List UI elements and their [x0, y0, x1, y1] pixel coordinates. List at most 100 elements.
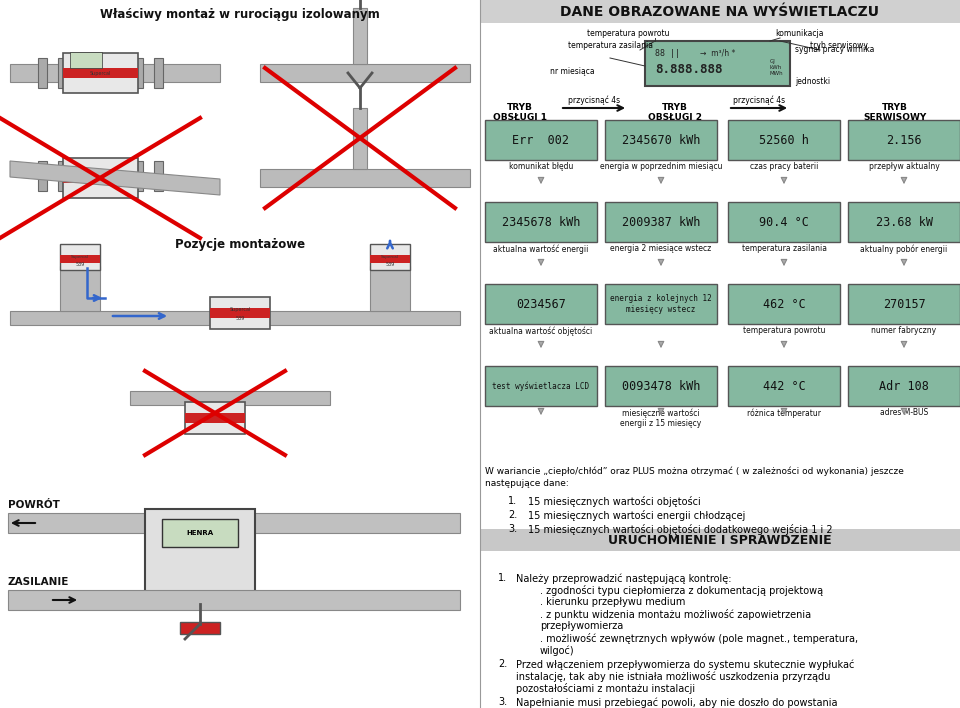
Bar	[485, 120, 597, 160]
Bar	[260, 64, 470, 82]
Bar	[8, 513, 460, 533]
Text: pozostałościami z montażu instalacji: pozostałościami z montażu instalacji	[516, 683, 695, 694]
Text: DANE OBRAZOWANE NA WYŚWIETLACZU: DANE OBRAZOWANE NA WYŚWIETLACZU	[561, 4, 879, 18]
Bar	[162, 519, 238, 547]
Bar	[154, 161, 162, 191]
Bar	[60, 244, 100, 270]
Text: wilgoć): wilgoć)	[540, 645, 575, 656]
Text: Należy przeprowadzić następującą kontrolę:: Należy przeprowadzić następującą kontrol…	[516, 573, 732, 583]
Bar	[10, 64, 220, 82]
Text: jednostki: jednostki	[795, 76, 830, 86]
Bar	[485, 202, 597, 242]
Bar	[60, 266, 100, 311]
Text: 15 miesięcznych wartości objętości: 15 miesięcznych wartości objętości	[528, 496, 701, 507]
Text: . z punktu widzenia montażu możliwość zapowietrzenia: . z punktu widzenia montażu możliwość za…	[540, 609, 811, 620]
Text: 23.68 kW: 23.68 kW	[876, 215, 932, 229]
Text: 539: 539	[385, 263, 395, 268]
Text: 2009387 kWh: 2009387 kWh	[622, 215, 700, 229]
Text: POWRÓT: POWRÓT	[8, 500, 60, 510]
Bar	[185, 413, 245, 423]
Text: Supercal: Supercal	[381, 255, 399, 259]
Bar	[605, 202, 717, 242]
Text: TRYB
SERWISOWY: TRYB SERWISOWY	[863, 103, 926, 122]
Bar	[485, 284, 597, 324]
Text: . zgodności typu ciepłomierza z dokumentacją projektową: . zgodności typu ciepłomierza z dokument…	[540, 585, 823, 596]
Text: miesięczne wartości
energii z 15 miesięcy: miesięczne wartości energii z 15 miesięc…	[620, 408, 702, 428]
Bar	[370, 255, 410, 263]
Bar	[370, 266, 410, 311]
Text: sygnał pracy wirnika: sygnał pracy wirnika	[795, 45, 875, 54]
Bar	[133, 58, 142, 88]
Bar	[62, 158, 137, 198]
Text: 2.156: 2.156	[886, 134, 922, 147]
Text: . możliwość zewnętrznych wpływów (pole magnet., temperatura,: . możliwość zewnętrznych wpływów (pole m…	[540, 633, 858, 644]
Text: 539: 539	[76, 263, 84, 268]
Text: temperatura powrotu: temperatura powrotu	[743, 326, 826, 335]
Bar	[848, 120, 960, 160]
Text: czas pracy baterii: czas pracy baterii	[750, 162, 818, 171]
Text: 15 miesięcznych wartości energii chłodzącej: 15 miesięcznych wartości energii chłodzą…	[528, 510, 745, 521]
Text: 15 miesięcznych wartości objętości dodatkowego wejścia 1 i 2: 15 miesięcznych wartości objętości dodat…	[528, 524, 832, 535]
Text: Przed włączeniem przepływomierza do systemu skutecznie wypłukać: Przed włączeniem przepływomierza do syst…	[516, 659, 854, 670]
Bar	[154, 58, 162, 88]
Bar	[133, 161, 142, 191]
Text: ZASILANIE: ZASILANIE	[8, 577, 69, 587]
Text: Właściwy montaż w rurociągu izolowanym: Właściwy montaż w rurociągu izolowanym	[100, 8, 380, 21]
Text: temperatura zasilania: temperatura zasilania	[567, 41, 653, 50]
Bar	[485, 366, 597, 406]
Bar	[605, 284, 717, 324]
Text: Err  002: Err 002	[513, 134, 569, 147]
Text: energia z kolejnych 12
miesięcy wstecz: energia z kolejnych 12 miesięcy wstecz	[611, 295, 712, 314]
Bar	[353, 108, 367, 169]
Bar	[848, 284, 960, 324]
Text: Supercal: Supercal	[71, 255, 89, 259]
Bar	[58, 58, 66, 88]
Bar	[260, 169, 470, 187]
Text: tryb serwisowy: tryb serwisowy	[810, 41, 868, 50]
Text: 2.: 2.	[508, 510, 517, 520]
Bar	[60, 255, 100, 263]
Text: instalację, tak aby nie istniała możliwość uszkodzenia przyrządu: instalację, tak aby nie istniała możliwo…	[516, 671, 830, 682]
Text: Adr 108: Adr 108	[879, 379, 929, 392]
Bar	[728, 120, 840, 160]
Text: TRYB
OBSŁUGI 1: TRYB OBSŁUGI 1	[493, 103, 547, 122]
Text: komunikat błędu: komunikat błędu	[509, 162, 573, 171]
Text: przepływ aktualny: przepływ aktualny	[869, 162, 940, 171]
Text: TRYB
OBSŁUGI 2: TRYB OBSŁUGI 2	[648, 103, 702, 122]
Bar	[210, 308, 270, 318]
Text: Napełnianie musi przebiegać powoli, aby nie doszło do powstania: Napełnianie musi przebiegać powoli, aby …	[516, 697, 837, 707]
Text: adres M-BUS: adres M-BUS	[880, 408, 928, 417]
Text: nr miesiąca: nr miesiąca	[550, 67, 595, 76]
Text: temperatura powrotu: temperatura powrotu	[587, 29, 669, 38]
Bar	[62, 173, 137, 183]
Text: 270157: 270157	[882, 297, 925, 311]
Bar	[645, 41, 790, 86]
Text: W wariancie „ciepło/chłód” oraz PLUS można otrzymać ( w zależności od wykonania): W wariancie „ciepło/chłód” oraz PLUS moż…	[485, 466, 904, 476]
Text: aktualny pobór energii: aktualny pobór energii	[860, 244, 948, 253]
Bar	[728, 202, 840, 242]
Text: aktualna wartość objętości: aktualna wartość objętości	[490, 326, 592, 336]
Text: test wyświetlacza LCD: test wyświetlacza LCD	[492, 381, 589, 391]
Bar	[605, 366, 717, 406]
Text: numer fabryczny: numer fabryczny	[872, 326, 937, 335]
Text: GJ
kWh
MWh: GJ kWh MWh	[770, 59, 783, 76]
Bar	[37, 161, 46, 191]
Text: 2345678 kWh: 2345678 kWh	[502, 215, 580, 229]
Bar	[480, 529, 960, 551]
Bar	[62, 68, 137, 78]
Bar	[145, 509, 255, 604]
Text: 2.: 2.	[498, 659, 507, 669]
Text: 539: 539	[235, 316, 245, 321]
Bar	[185, 402, 245, 434]
Text: . kierunku przepływu medium: . kierunku przepływu medium	[540, 597, 685, 607]
Bar	[848, 202, 960, 242]
Text: 88 ||: 88 ||	[655, 49, 680, 58]
Text: 2345670 kWh: 2345670 kWh	[622, 134, 700, 147]
Text: komunikacja: komunikacja	[775, 29, 824, 38]
Text: →  m³/h *: → m³/h *	[700, 49, 735, 58]
Bar	[605, 120, 717, 160]
Text: energia w poprzednim miesiącu: energia w poprzednim miesiącu	[600, 162, 722, 171]
Text: Supercal: Supercal	[229, 307, 251, 312]
Bar	[848, 366, 960, 406]
Bar	[58, 161, 66, 191]
